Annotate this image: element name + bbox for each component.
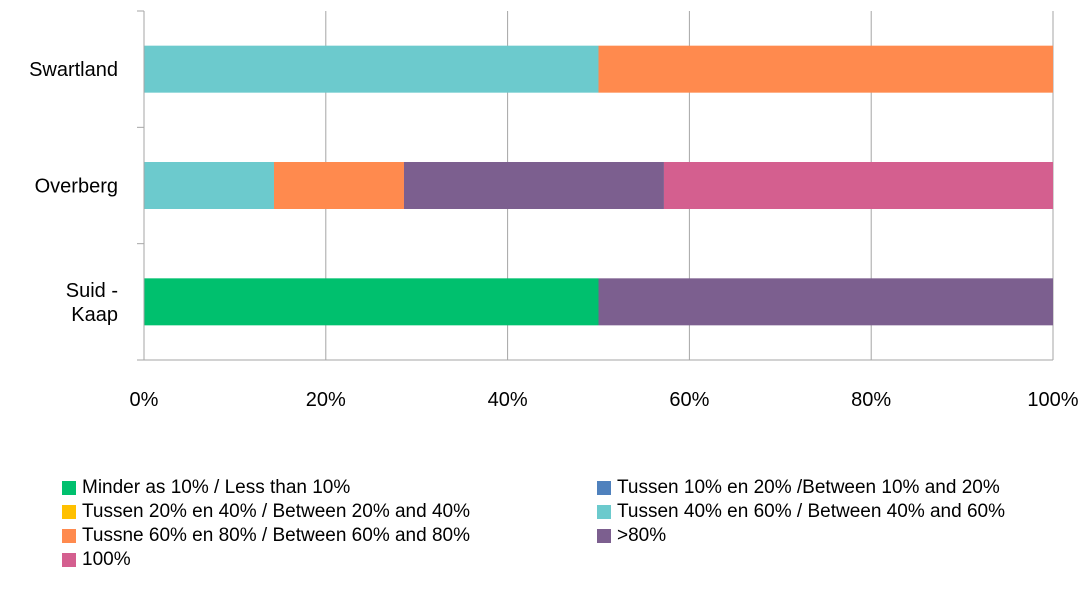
- bar-segment: [144, 278, 599, 326]
- y-axis-category-labels: Swartland Overberg Suid -Kaap: [29, 59, 118, 326]
- bar-segment: [598, 45, 1053, 93]
- bars: [144, 45, 1053, 326]
- category-label: Overberg: [35, 176, 118, 198]
- x-tick-label: 20%: [306, 389, 346, 411]
- legend-swatch: [62, 553, 76, 567]
- bar-segment: [144, 162, 274, 209]
- bar-segment: [403, 162, 664, 209]
- legend-label: 100%: [82, 549, 131, 570]
- x-tick-label: 0%: [130, 389, 159, 411]
- x-tick-label: 60%: [669, 389, 709, 411]
- legend-label: Tussne 60% en 80% / Between 60% and 80%: [82, 525, 470, 546]
- axes: [137, 10, 1053, 361]
- legend-swatch: [62, 481, 76, 495]
- legend-label: Tussen 20% en 40% / Between 20% and 40%: [82, 501, 470, 522]
- legend-item: Tussen 40% en 60% / Between 40% and 60%: [597, 500, 1005, 524]
- legend-swatch: [597, 529, 611, 543]
- legend-item: >80%: [597, 524, 666, 548]
- bar-segment: [273, 162, 404, 209]
- legend-item: Minder as 10% / Less than 10%: [62, 476, 350, 500]
- legend-swatch: [62, 529, 76, 543]
- legend-swatch: [62, 505, 76, 519]
- legend-item: Tussen 10% en 20% /Between 10% and 20%: [597, 476, 1000, 500]
- x-axis-tick-labels: 0% 20% 40% 60% 80% 100%: [130, 389, 1079, 411]
- legend-label: >80%: [617, 525, 667, 546]
- category-label: Swartland: [29, 59, 118, 81]
- x-tick-label: 80%: [851, 389, 891, 411]
- bar-segment: [598, 278, 1053, 326]
- bar-segment: [144, 45, 599, 93]
- legend-item: Tussen 20% en 40% / Between 20% and 40%: [62, 500, 470, 524]
- x-tick-label: 40%: [488, 389, 528, 411]
- legend: Minder as 10% / Less than 10% Tussen 10% …: [62, 476, 1089, 594]
- x-tick-label: 100%: [1027, 389, 1078, 411]
- legend-label: Minder as 10% / Less than 10%: [82, 477, 351, 498]
- legend-swatch: [597, 505, 611, 519]
- legend-label: Tussen 10% en 20% /Between 10% and 20%: [617, 477, 1000, 498]
- category-label: Suid -Kaap: [66, 280, 118, 326]
- legend-label: Tussen 40% en 60% / Between 40% and 60%: [617, 501, 1005, 522]
- bar-segment: [663, 162, 1053, 209]
- legend-swatch: [597, 481, 611, 495]
- legend-item: Tussne 60% en 80% / Between 60% and 80%: [62, 524, 470, 548]
- legend-item: 100%: [62, 548, 131, 572]
